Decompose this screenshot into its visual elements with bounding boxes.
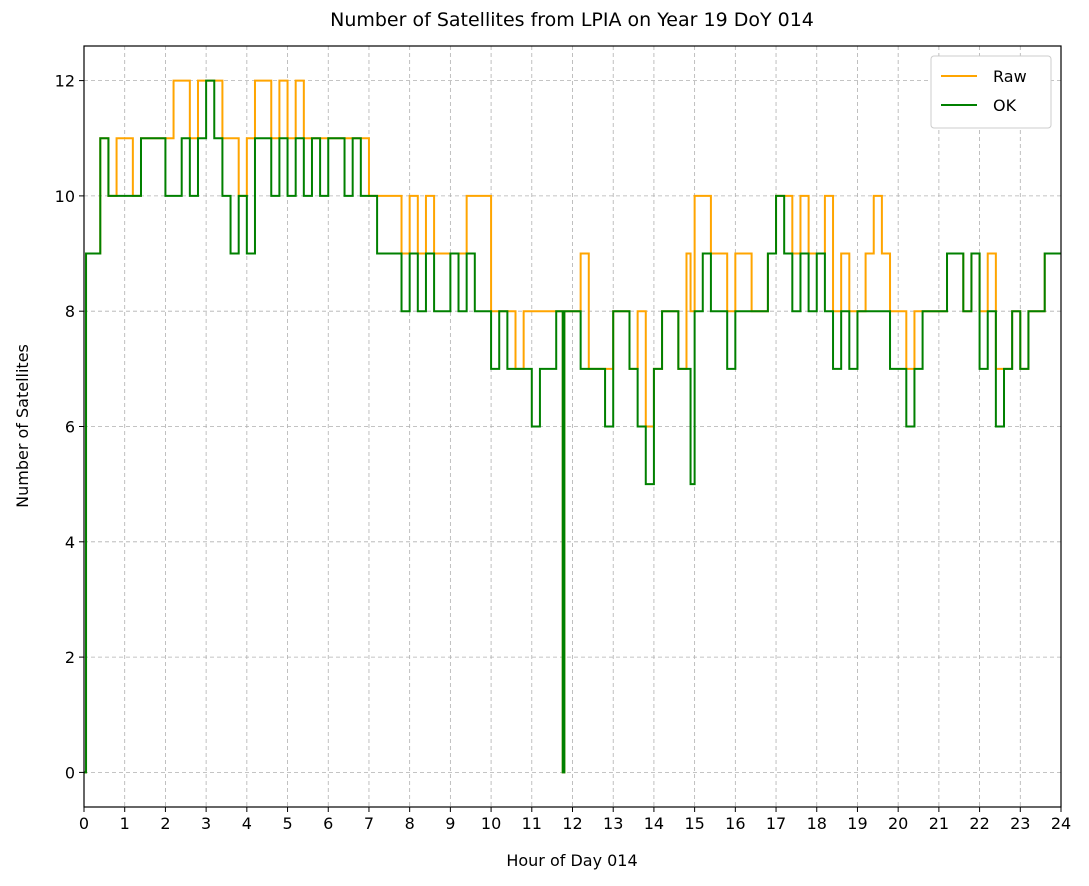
x-tick-label: 21 — [929, 814, 949, 833]
x-axis-label: Hour of Day 014 — [506, 851, 637, 870]
x-tick-label: 1 — [120, 814, 130, 833]
y-tick-label: 8 — [65, 302, 75, 321]
legend-label: Raw — [993, 67, 1027, 86]
legend-label: OK — [993, 96, 1017, 115]
chart-title: Number of Satellites from LPIA on Year 1… — [330, 9, 814, 31]
y-tick-label: 10 — [55, 187, 75, 206]
x-tick-label: 18 — [807, 814, 827, 833]
series-line — [84, 79, 1061, 774]
x-tick-label: 9 — [445, 814, 455, 833]
x-tick-label: 3 — [201, 814, 211, 833]
y-axis-label: Number of Satellites — [13, 344, 32, 508]
x-tick-label: 2 — [160, 814, 170, 833]
x-tick-label: 0 — [79, 814, 89, 833]
x-tick-label: 16 — [725, 814, 745, 833]
x-tick-label: 15 — [684, 814, 704, 833]
x-tick-label: 5 — [282, 814, 292, 833]
plot-frame — [83, 45, 1062, 808]
x-tick-label: 6 — [323, 814, 333, 833]
x-tick-label: 24 — [1051, 814, 1071, 833]
x-tick-label: 11 — [522, 814, 542, 833]
x-tick-label: 14 — [644, 814, 664, 833]
x-tick-label: 17 — [766, 814, 786, 833]
x-tick-label: 22 — [969, 814, 989, 833]
y-tick-label: 6 — [65, 418, 75, 437]
x-tick-label: 13 — [603, 814, 623, 833]
x-tick-label: 12 — [562, 814, 582, 833]
y-tick-label: 12 — [55, 72, 75, 91]
legend-box — [930, 55, 1052, 129]
y-tick-label: 2 — [65, 648, 75, 667]
x-tick-label: 20 — [888, 814, 908, 833]
legend: Raw OK — [930, 55, 1052, 129]
y-tick-label: 0 — [65, 763, 75, 782]
x-tick-label: 8 — [405, 814, 415, 833]
x-tick-label: 10 — [481, 814, 501, 833]
y-tick-label: 4 — [65, 533, 75, 552]
x-tick-label: 19 — [847, 814, 867, 833]
x-tick-label: 23 — [1010, 814, 1030, 833]
x-tick-label: 7 — [364, 814, 374, 833]
x-tick-label: 4 — [242, 814, 252, 833]
